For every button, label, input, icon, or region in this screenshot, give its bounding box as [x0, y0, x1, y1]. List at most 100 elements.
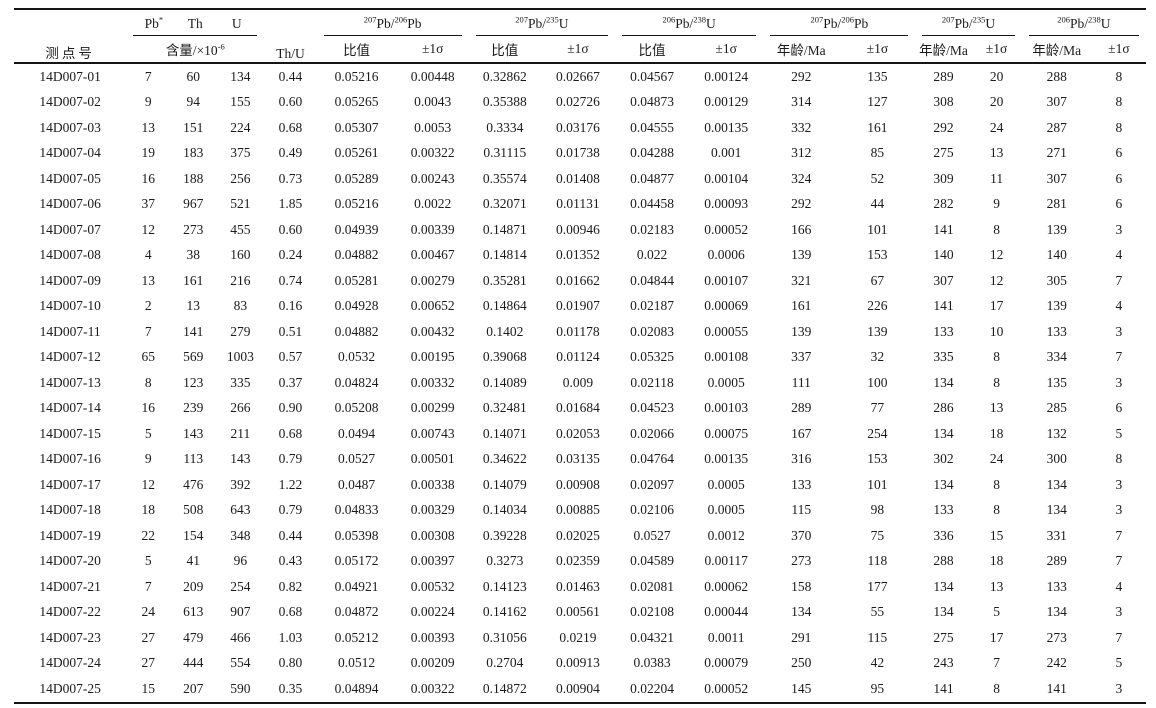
value-cell: 275	[933, 145, 954, 161]
value-cell: 0.04882	[334, 247, 379, 263]
value-cell: 134	[933, 425, 954, 441]
value-cell: 8	[993, 221, 1000, 237]
value-cell: 134	[791, 604, 812, 620]
value-cell: 22	[141, 527, 155, 543]
value-cell: 0.00308	[410, 527, 455, 543]
col-group-age-207pb-206pb: 207Pb/206Pb	[763, 9, 915, 36]
value-cell: 85	[870, 145, 885, 161]
value-cell: 0.00117	[704, 553, 748, 569]
value-cell: 6	[1115, 400, 1123, 416]
spot-id-cell: 14D007-19	[39, 527, 101, 543]
value-cell: 0.00044	[704, 604, 749, 620]
value-cell: 643	[230, 502, 251, 518]
col-subheader-age-1: 年龄/Ma	[776, 43, 826, 58]
value-cell: 3	[1115, 323, 1123, 339]
value-cell: 0.39228	[482, 527, 527, 543]
value-cell: 0.05261	[334, 145, 379, 161]
value-cell: 13	[141, 272, 155, 288]
value-cell: 0.14162	[482, 604, 527, 620]
col-header-pb: Pb*	[144, 14, 164, 31]
value-cell: 0.57	[278, 349, 303, 365]
value-cell: 305	[1046, 272, 1067, 288]
value-cell: 3	[1115, 476, 1123, 492]
value-cell: 0.0383	[633, 655, 671, 671]
value-cell: 4	[1115, 247, 1123, 263]
value-cell: 0.1402	[486, 323, 524, 339]
value-cell: 0.01684	[555, 400, 600, 416]
value-cell: 0.05325	[630, 349, 674, 365]
spot-id-cell: 14D007-20	[39, 553, 101, 569]
value-cell: 331	[1046, 527, 1067, 543]
spot-id-cell: 14D007-09	[39, 272, 101, 288]
spot-id-cell: 14D007-18	[39, 502, 101, 518]
value-cell: 141	[933, 298, 954, 314]
spot-id-cell: 14D007-08	[39, 247, 101, 263]
value-cell: 0.001	[710, 145, 742, 161]
value-cell: 158	[791, 578, 812, 594]
value-cell: 0.02025	[555, 527, 600, 543]
value-cell: 0.02726	[555, 94, 600, 110]
value-cell: 332	[791, 119, 812, 135]
value-cell: 83	[233, 298, 248, 314]
table-row: 14D007-10 2 13 83 0.16 0.04928 0.00652 0.14864 0…	[14, 294, 1146, 320]
value-cell: 0.04833	[334, 502, 379, 518]
value-cell: 7	[1115, 272, 1123, 288]
col-subheader-sigma-2: ±1σ	[567, 41, 589, 56]
value-cell: 307	[933, 272, 954, 288]
spot-id-cell: 14D007-07	[39, 221, 101, 237]
spot-id-cell: 14D007-03	[39, 119, 101, 135]
spot-id-cell: 14D007-06	[39, 196, 101, 212]
value-cell: 13	[989, 145, 1004, 161]
value-cell: 3	[1115, 680, 1123, 696]
value-cell: 4	[1115, 578, 1123, 594]
value-cell: 0.14079	[482, 476, 527, 492]
value-cell: 0.0527	[338, 451, 376, 467]
value-cell: 226	[867, 298, 888, 314]
table-row: 14D007-18 18 508 643 0.79 0.04833 0.00329 0.140…	[14, 498, 1146, 524]
value-cell: 139	[791, 323, 812, 339]
value-cell: 0.00885	[555, 502, 600, 518]
value-cell: 0.02187	[630, 298, 674, 314]
value-cell: 0.0527	[633, 527, 671, 543]
value-cell: 0.00209	[410, 655, 455, 671]
value-cell: 0.00448	[410, 68, 455, 84]
value-cell: 289	[1046, 553, 1067, 569]
col-group-ratio-206pb-238u: 206Pb/238U	[615, 9, 763, 36]
value-cell: 288	[1046, 68, 1067, 84]
value-cell: 0.00338	[410, 476, 455, 492]
value-cell: 5	[144, 553, 152, 569]
value-cell: 1.03	[278, 629, 303, 645]
value-cell: 281	[1046, 196, 1067, 212]
value-cell: 287	[1046, 119, 1067, 135]
value-cell: 7	[144, 68, 152, 84]
value-cell: 0.00062	[704, 578, 749, 594]
value-cell: 308	[933, 94, 954, 110]
value-cell: 224	[230, 119, 251, 135]
value-cell: 77	[870, 400, 885, 416]
value-cell: 141	[1046, 680, 1067, 696]
value-cell: 0.14814	[482, 247, 527, 263]
value-cell: 155	[230, 94, 251, 110]
value-cell: 0.02667	[555, 68, 600, 84]
value-cell: 0.02083	[630, 323, 674, 339]
value-cell: 0.0022	[414, 196, 452, 212]
value-cell: 0.43	[278, 553, 303, 569]
value-cell: 6	[1115, 196, 1123, 212]
value-cell: 508	[183, 502, 204, 518]
value-cell: 7	[1115, 349, 1123, 365]
value-cell: 321	[791, 272, 812, 288]
value-cell: 0.35	[278, 680, 303, 696]
table-row: 14D007-02 9 94 155 0.60 0.05265 0.0043 0.35388 0…	[14, 90, 1146, 116]
value-cell: 312	[791, 145, 812, 161]
value-cell: 0.0053	[414, 119, 452, 135]
value-cell: 0.02066	[630, 425, 674, 441]
value-cell: 183	[183, 145, 204, 161]
value-cell: 24	[141, 604, 155, 620]
value-cell: 0.04589	[630, 553, 674, 569]
col-subheader-age-2: 年龄/Ma	[919, 43, 968, 58]
value-cell: 0.0012	[707, 527, 745, 543]
value-cell: 143	[183, 425, 204, 441]
value-cell: 32	[870, 349, 885, 365]
table-row: 14D007-03 13 151 224 0.68 0.05307 0.0053 0.3334…	[14, 115, 1146, 141]
spot-id-cell: 14D007-12	[39, 349, 101, 365]
